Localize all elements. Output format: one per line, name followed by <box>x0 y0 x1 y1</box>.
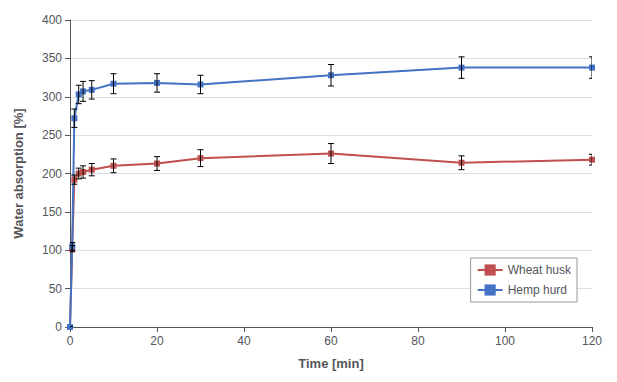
svg-text:Time [min]: Time [min] <box>298 356 364 371</box>
svg-text:400: 400 <box>42 13 62 27</box>
svg-text:40: 40 <box>237 334 251 348</box>
svg-text:60: 60 <box>324 334 338 348</box>
svg-text:250: 250 <box>42 128 62 142</box>
svg-text:Wheat husk: Wheat husk <box>508 263 572 277</box>
svg-text:200: 200 <box>42 167 62 181</box>
svg-text:350: 350 <box>42 51 62 65</box>
svg-text:0: 0 <box>55 320 62 334</box>
svg-text:Hemp hurd: Hemp hurd <box>508 283 567 297</box>
svg-text:120: 120 <box>582 334 602 348</box>
svg-text:300: 300 <box>42 90 62 104</box>
svg-text:20: 20 <box>150 334 164 348</box>
svg-text:50: 50 <box>49 282 63 296</box>
svg-text:100: 100 <box>42 243 62 257</box>
svg-text:0: 0 <box>67 334 74 348</box>
svg-text:100: 100 <box>495 334 515 348</box>
svg-text:80: 80 <box>411 334 425 348</box>
svg-text:Water absorption [%]: Water absorption [%] <box>11 108 26 238</box>
svg-text:150: 150 <box>42 205 62 219</box>
